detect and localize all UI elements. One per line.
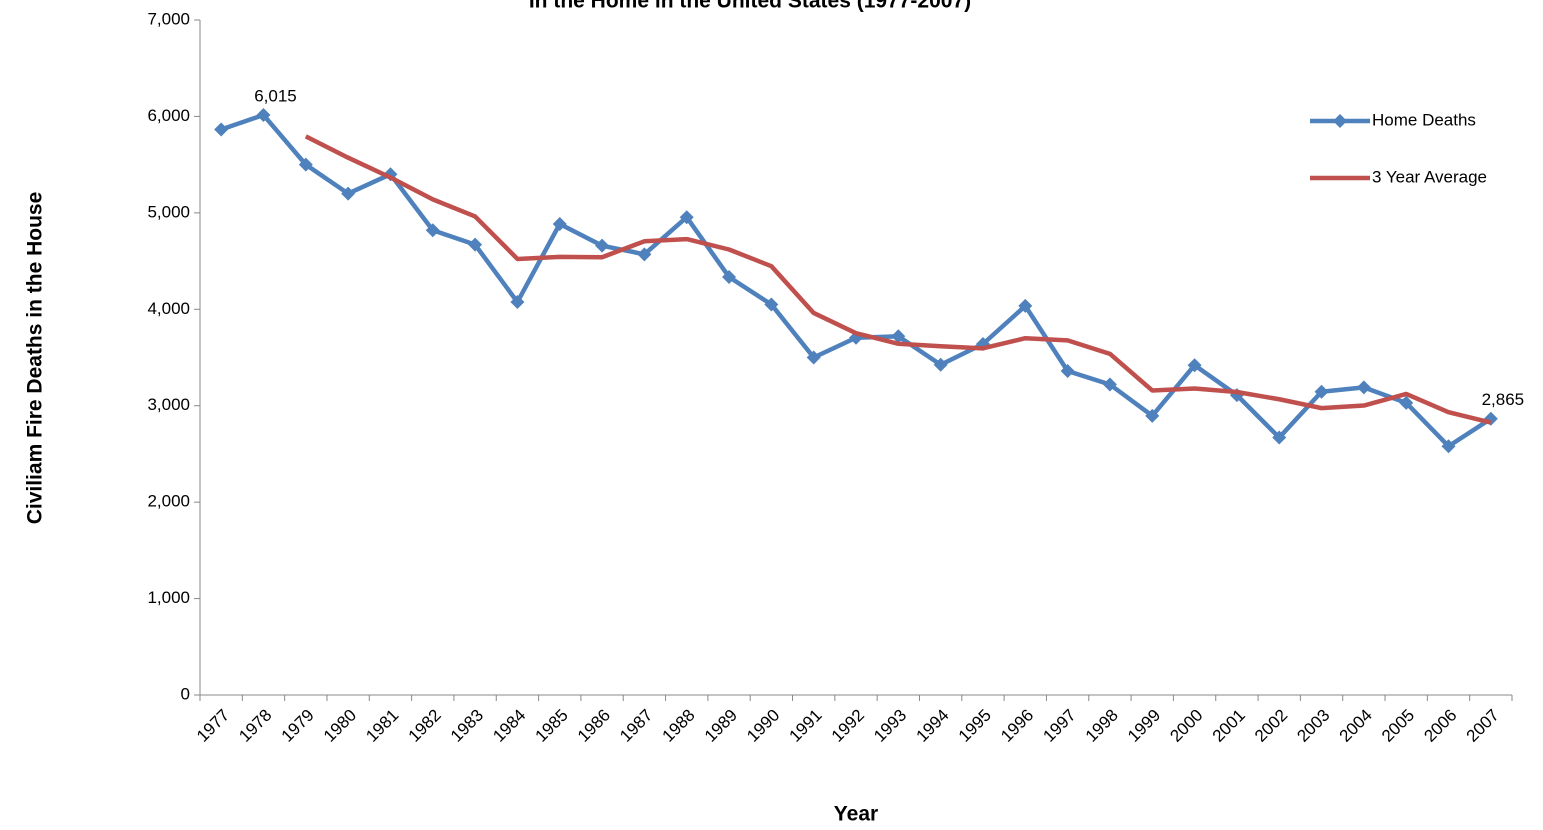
y-tick-label: 4,000 bbox=[147, 299, 190, 318]
x-tick-label: 1999 bbox=[1124, 706, 1164, 746]
series-line bbox=[220, 112, 1493, 449]
data-point bbox=[679, 210, 694, 225]
y-tick-label: 2,000 bbox=[147, 492, 190, 511]
data-point bbox=[1356, 380, 1371, 395]
data-point bbox=[764, 297, 779, 312]
data-point bbox=[1399, 395, 1414, 410]
x-tick-label: 1982 bbox=[405, 706, 445, 746]
data-point bbox=[214, 122, 229, 137]
x-tick-label: 1991 bbox=[785, 706, 825, 746]
x-tick-label: 1978 bbox=[235, 706, 275, 746]
x-tick-label: 2007 bbox=[1463, 706, 1503, 746]
legend-label: Home Deaths bbox=[1372, 110, 1476, 129]
x-tick-label: 1980 bbox=[320, 706, 360, 746]
x-tick-label: 2004 bbox=[1336, 706, 1376, 746]
series-line bbox=[304, 134, 1492, 425]
x-tick-label: 1998 bbox=[1082, 706, 1122, 746]
x-tick-label: 1981 bbox=[362, 706, 402, 746]
data-point bbox=[933, 357, 948, 372]
y-tick-label: 0 bbox=[181, 684, 190, 703]
data-point bbox=[637, 247, 652, 262]
y-tick-label: 3,000 bbox=[147, 395, 190, 414]
data-point bbox=[1441, 439, 1456, 454]
y-tick-label: 7,000 bbox=[147, 9, 190, 28]
data-point bbox=[298, 157, 313, 172]
y-axis-title: Civiliam Fire Deaths in the House bbox=[24, 192, 47, 525]
data-point bbox=[595, 238, 610, 253]
data-point bbox=[468, 237, 483, 252]
x-tick-label: 1985 bbox=[532, 706, 572, 746]
x-tick-label: 1983 bbox=[447, 706, 487, 746]
legend-label: 3 Year Average bbox=[1372, 167, 1487, 186]
x-tick-label: 1990 bbox=[743, 706, 783, 746]
x-tick-label: 1996 bbox=[997, 706, 1037, 746]
x-tick-label: 1989 bbox=[701, 706, 741, 746]
x-tick-label: 2001 bbox=[1209, 706, 1249, 746]
x-tick-label: 1979 bbox=[278, 706, 318, 746]
data-point bbox=[1145, 408, 1160, 423]
x-tick-label: 2005 bbox=[1378, 706, 1418, 746]
data-label: 2,865 bbox=[1482, 390, 1525, 409]
y-tick-label: 5,000 bbox=[147, 202, 190, 221]
data-point bbox=[1272, 430, 1287, 445]
data-point bbox=[510, 295, 525, 310]
data-point bbox=[806, 350, 821, 365]
x-tick-label: 1987 bbox=[616, 706, 656, 746]
data-point bbox=[552, 216, 567, 231]
x-tick-label: 1977 bbox=[193, 706, 233, 746]
x-tick-label: 2006 bbox=[1420, 706, 1460, 746]
x-tick-label: 2000 bbox=[1166, 706, 1206, 746]
x-tick-label: 1988 bbox=[659, 706, 699, 746]
legend-marker bbox=[1333, 114, 1347, 128]
x-tick-label: 1992 bbox=[828, 706, 868, 746]
y-tick-label: 1,000 bbox=[147, 588, 190, 607]
x-tick-label: 1993 bbox=[870, 706, 910, 746]
data-label: 6,015 bbox=[254, 86, 297, 105]
x-axis-title: Year bbox=[834, 803, 878, 826]
data-point bbox=[1187, 358, 1202, 373]
x-tick-label: 1986 bbox=[574, 706, 614, 746]
data-point bbox=[1060, 364, 1075, 378]
y-tick-label: 6,000 bbox=[147, 106, 190, 125]
data-point bbox=[256, 107, 271, 122]
x-tick-label: 1984 bbox=[489, 706, 529, 746]
x-tick-label: 1995 bbox=[955, 706, 995, 746]
x-tick-label: 2003 bbox=[1293, 706, 1333, 746]
chart-title: In the Home in the United States (1977-2… bbox=[529, 0, 971, 13]
data-point bbox=[722, 269, 737, 284]
data-point bbox=[1314, 384, 1329, 399]
data-point bbox=[1018, 298, 1033, 313]
data-point bbox=[341, 186, 356, 201]
data-point bbox=[1102, 377, 1117, 392]
x-tick-label: 1997 bbox=[1039, 706, 1079, 746]
x-tick-label: 1994 bbox=[912, 706, 952, 746]
data-point bbox=[891, 329, 906, 344]
x-tick-label: 2002 bbox=[1251, 706, 1291, 746]
data-point bbox=[425, 223, 440, 238]
